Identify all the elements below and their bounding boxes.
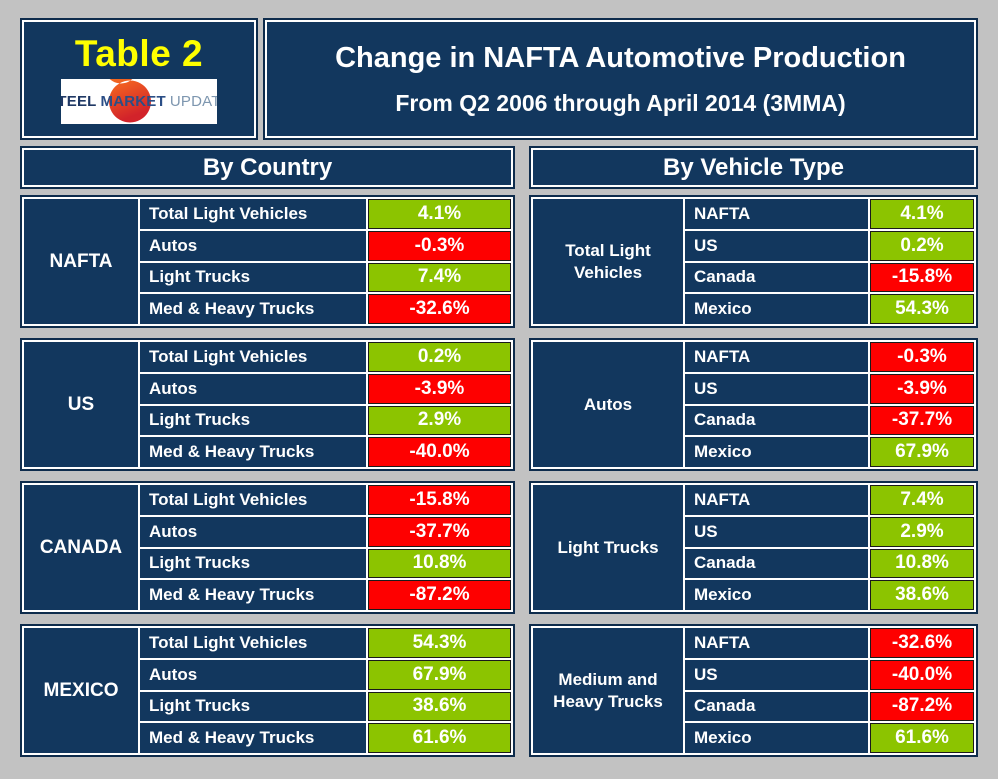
row-label: US [685,230,868,261]
value-cell: -15.8% [368,485,511,515]
value-cell: 10.8% [368,548,511,579]
value-cell: 4.1% [870,199,974,229]
row-header: Light Trucks [533,485,683,610]
value-cell: -32.6% [870,628,974,658]
value-cell: -3.9% [368,373,511,404]
row-label: NAFTA [685,485,868,515]
row-label: Med & Heavy Trucks [140,723,366,753]
vehicle-block-autos: Autos NAFTA -0.3% US -3.9% Canada -37.7%… [529,338,978,471]
value-cell: -32.6% [368,294,511,324]
row-label: Canada [685,405,868,436]
row-label: US [685,373,868,404]
heading-by-vehicle-type: By Vehicle Type [529,146,978,189]
vehicle-block-light-trucks: Light Trucks NAFTA 7.4% US 2.9% Canada 1… [529,481,978,614]
row-label: Total Light Vehicles [140,199,366,229]
value-cell: 61.6% [368,723,511,753]
row-label: Light Trucks [140,691,366,722]
row-label: NAFTA [685,342,868,372]
row-label: Canada [685,548,868,579]
row-label: Med & Heavy Trucks [140,294,366,324]
row-label: NAFTA [685,199,868,229]
logo-word-market: MARKET [100,92,166,110]
country-block-canada: CANADA Total Light Vehicles -15.8% Autos… [20,481,515,614]
panel-by-vehicle-type: Total Light Vehicles NAFTA 4.1% US 0.2% … [529,195,978,757]
value-cell: 38.6% [368,691,511,722]
value-cell: -40.0% [870,659,974,690]
row-label: NAFTA [685,628,868,658]
page-title: Change in NAFTA Automotive Production [335,42,906,75]
row-header: NAFTA [24,199,138,324]
value-cell: -0.3% [368,230,511,261]
row-header: US [24,342,138,467]
value-cell: -87.2% [870,691,974,722]
heading-by-country: By Country [20,146,515,189]
row-header: Medium and Heavy Trucks [533,628,683,753]
row-label: Med & Heavy Trucks [140,437,366,467]
row-label: Mexico [685,580,868,610]
row-label: Total Light Vehicles [140,485,366,515]
value-cell: 67.9% [368,659,511,690]
value-cell: -40.0% [368,437,511,467]
title-cell: Change in NAFTA Automotive Production Fr… [263,18,978,140]
value-cell: -15.8% [870,262,974,293]
header-band: Table 2 STEEL MARKET UPDATE [20,18,978,140]
value-cell: 4.1% [368,199,511,229]
row-header: Autos [533,342,683,467]
value-cell: 54.3% [368,628,511,658]
page-subtitle: From Q2 2006 through April 2014 (3MMA) [395,89,846,116]
panel-headings: By Country By Vehicle Type [20,146,978,189]
logo-word-steel: STEEL [61,92,97,110]
row-label: Canada [685,691,868,722]
value-cell: 67.9% [870,437,974,467]
value-cell: 61.6% [870,723,974,753]
row-header: MEXICO [24,628,138,753]
row-label: US [685,516,868,547]
row-label: Autos [140,659,366,690]
country-block-mexico: MEXICO Total Light Vehicles 54.3% Autos … [20,624,515,757]
row-label: Total Light Vehicles [140,628,366,658]
row-header: CANADA [24,485,138,610]
row-label: Total Light Vehicles [140,342,366,372]
value-cell: 7.4% [870,485,974,515]
logo-word-update: UPDATE [169,92,217,110]
row-label: Light Trucks [140,548,366,579]
country-block-us: US Total Light Vehicles 0.2% Autos -3.9%… [20,338,515,471]
row-label: Autos [140,373,366,404]
value-cell: 7.4% [368,262,511,293]
panel-bodies: NAFTA Total Light Vehicles 4.1% Autos -0… [20,195,978,757]
value-cell: -0.3% [870,342,974,372]
row-label: Autos [140,516,366,547]
value-cell: 38.6% [870,580,974,610]
value-cell: 2.9% [870,516,974,547]
row-header: Total Light Vehicles [533,199,683,324]
row-label: Mexico [685,723,868,753]
vehicle-block-total-light-vehicles: Total Light Vehicles NAFTA 4.1% US 0.2% … [529,195,978,328]
row-label: Light Trucks [140,262,366,293]
logo-wordmark: STEEL MARKET UPDATE [61,79,217,124]
country-block-nafta: NAFTA Total Light Vehicles 4.1% Autos -0… [20,195,515,328]
row-label: Mexico [685,437,868,467]
value-cell: -37.7% [870,405,974,436]
table-number-label: Table 2 [74,32,204,74]
value-cell: 10.8% [870,548,974,579]
row-label: Mexico [685,294,868,324]
row-label: Light Trucks [140,405,366,436]
vehicle-block-medium-heavy-trucks: Medium and Heavy Trucks NAFTA -32.6% US … [529,624,978,757]
row-label: Med & Heavy Trucks [140,580,366,610]
value-cell: -87.2% [368,580,511,610]
value-cell: 2.9% [368,405,511,436]
row-label: Autos [140,230,366,261]
value-cell: -3.9% [870,373,974,404]
value-cell: 54.3% [870,294,974,324]
value-cell: 0.2% [368,342,511,372]
value-cell: -37.7% [368,516,511,547]
panel-by-country: NAFTA Total Light Vehicles 4.1% Autos -0… [20,195,515,757]
row-label: US [685,659,868,690]
logo-crescent-icon [109,78,151,122]
steel-market-update-logo: STEEL MARKET UPDATE [61,78,217,124]
row-label: Canada [685,262,868,293]
value-cell: 0.2% [870,230,974,261]
brand-cell: Table 2 STEEL MARKET UPDATE [20,18,258,140]
